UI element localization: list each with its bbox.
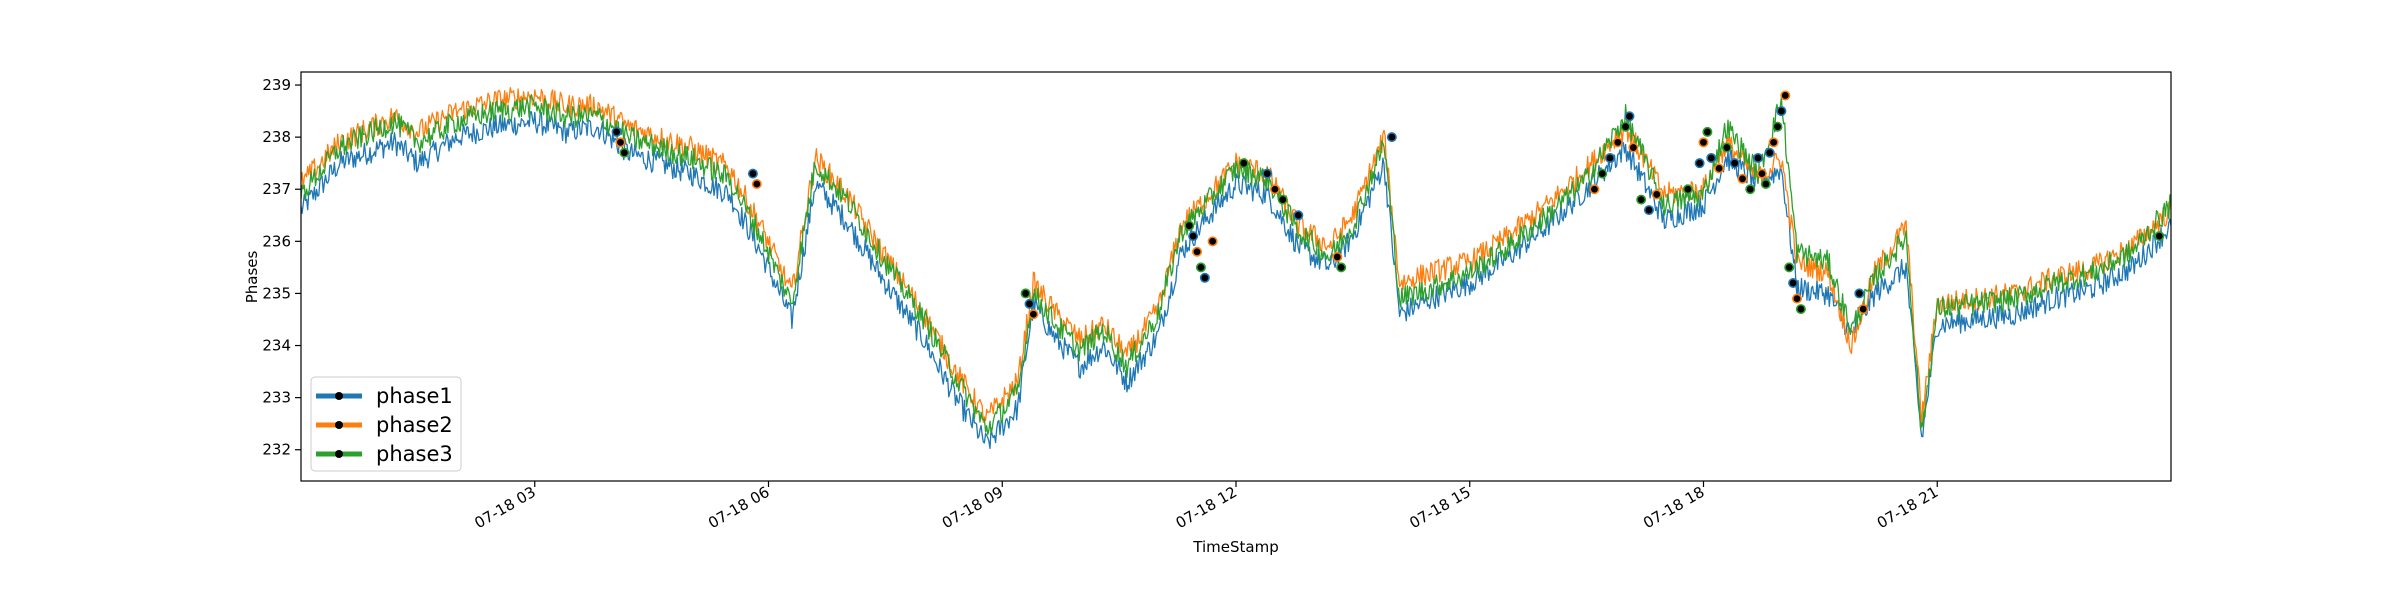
legend-marker-phase2 (335, 421, 343, 429)
anomaly-marker (1772, 121, 1783, 132)
anomaly-marker (1332, 251, 1343, 262)
anomaly-marker (1784, 262, 1795, 273)
anomaly-marker (1651, 189, 1662, 200)
anomaly-marker (1698, 137, 1709, 148)
y-tick-label: 234 (262, 337, 291, 355)
anomaly-marker (619, 147, 630, 158)
anomaly-marker (1612, 137, 1623, 148)
y-tick-label: 238 (262, 128, 291, 146)
anomaly-marker (1269, 184, 1280, 195)
legend-marker-phase3 (335, 450, 343, 458)
anomaly-marker (1192, 246, 1203, 257)
legend-label-phase3: phase3 (376, 442, 453, 466)
anomaly-marker (1277, 194, 1288, 205)
anomaly-marker (1620, 121, 1631, 132)
y-tick-label: 232 (262, 441, 291, 459)
anomaly-marker (1721, 142, 1732, 153)
anomaly-marker (1336, 262, 1347, 273)
anomaly-marker (1024, 298, 1035, 309)
anomaly-marker (1386, 132, 1397, 143)
anomaly-marker (1858, 304, 1869, 315)
anomaly-marker (1605, 152, 1616, 163)
anomaly-marker (1597, 168, 1608, 179)
anomaly-marker (1262, 168, 1273, 179)
anomaly-marker (1624, 111, 1635, 122)
anomaly-marker (1184, 220, 1195, 231)
y-axis-label: Phases (243, 251, 261, 304)
anomaly-marker (1643, 205, 1654, 216)
anomaly-marker (1238, 158, 1249, 169)
anomaly-marker (1636, 194, 1647, 205)
anomaly-marker (1768, 137, 1779, 148)
x-axis-label: TimeStamp (1192, 538, 1278, 556)
legend-entry-phase3: phase3 (316, 442, 453, 466)
legend: phase1 phase2 phase3 (310, 376, 462, 472)
legend-entry-phase2: phase2 (316, 413, 453, 437)
anomaly-marker (1207, 236, 1218, 247)
anomaly-marker (1628, 142, 1639, 153)
anomaly-marker (1020, 288, 1031, 299)
anomaly-marker (615, 137, 626, 148)
anomaly-marker (1753, 152, 1764, 163)
anomaly-marker (2154, 231, 2165, 242)
plot-area (300, 71, 2172, 482)
anomaly-marker (1694, 158, 1705, 169)
y-tick-label: 239 (262, 76, 291, 94)
anomaly-marker (1706, 152, 1717, 163)
legend-marker-phase1 (335, 392, 343, 400)
anomaly-marker (1729, 158, 1740, 169)
anomaly-marker (1792, 293, 1803, 304)
anomaly-marker (1756, 168, 1767, 179)
anomaly-marker (1737, 173, 1748, 184)
legend-box (310, 376, 462, 472)
y-tick-label: 235 (262, 284, 291, 302)
anomaly-marker (1195, 262, 1206, 273)
anomaly-marker (1714, 163, 1725, 174)
anomaly-marker (1199, 272, 1210, 283)
anomaly-marker (1764, 147, 1775, 158)
y-tick-label: 233 (262, 389, 291, 407)
anomaly-marker (1682, 184, 1693, 195)
anomaly-marker (1780, 90, 1791, 101)
anomaly-marker (1028, 309, 1039, 320)
y-tick-label: 237 (262, 180, 291, 198)
legend-label-phase1: phase1 (376, 384, 453, 408)
anomaly-marker (1293, 210, 1304, 221)
anomaly-marker (1795, 304, 1806, 315)
legend-label-phase2: phase2 (376, 413, 453, 437)
series-line-phase3 (301, 94, 2171, 435)
anomaly-marker (1776, 106, 1787, 117)
anomaly-marker (1702, 126, 1713, 137)
anomaly-marker (1760, 179, 1771, 190)
anomaly-marker (747, 168, 758, 179)
series-line-phase2 (301, 86, 2171, 428)
y-axis: 232 233 234 235 236 237 238 239 (262, 76, 301, 459)
anomaly-marker (1188, 231, 1199, 242)
y-tick-label: 236 (262, 232, 291, 250)
anomaly-marker (751, 179, 762, 190)
anomaly-marker (1589, 184, 1600, 195)
anomaly-marker (1745, 184, 1756, 195)
anomaly-marker (611, 126, 622, 137)
anomaly-marker (1854, 288, 1865, 299)
anomaly-marker-layer (611, 90, 2165, 320)
legend-entry-phase1: phase1 (316, 384, 453, 408)
anomaly-marker (1788, 278, 1799, 289)
